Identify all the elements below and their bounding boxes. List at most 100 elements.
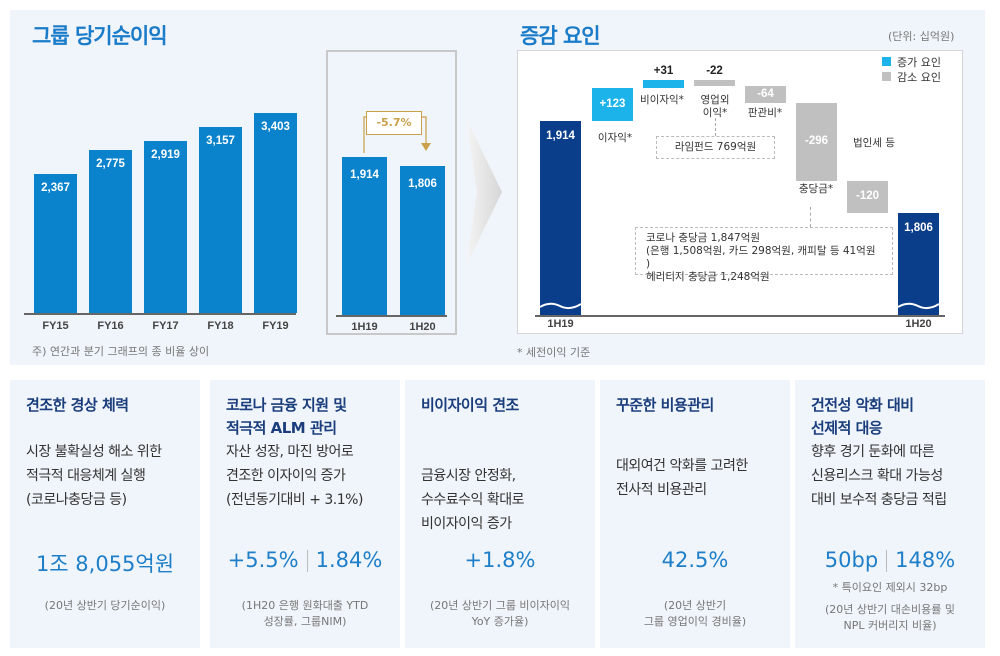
card-title-line: 적극적 ALM 관리 bbox=[226, 419, 337, 437]
card-footnote: (1H20 은행 원화대출 YTD 성장률, 그룹NIM) bbox=[210, 598, 400, 630]
card-body-line: 시장 불확실성 해소 위한 bbox=[26, 444, 162, 460]
card-body: 자산 성장, 마진 방어로 견조한 이자이익 증가 (전년동기대비 + 3.1%) bbox=[226, 440, 394, 512]
category-label: 판관비* bbox=[747, 107, 783, 119]
bar-value-label: +123 bbox=[599, 97, 626, 110]
metric-value: +5.5% bbox=[227, 548, 299, 572]
callout-line: (은행 1,508억원, 카드 298억원, 캐피탈 등 41억원 ) bbox=[646, 245, 876, 270]
card-title: 비이자이익 견조 bbox=[421, 394, 519, 417]
card-metric: 1조 8,055억원 bbox=[10, 548, 200, 578]
card-title-line: 견조한 경상 체력 bbox=[26, 396, 129, 414]
bar-value-label: 2,919 bbox=[151, 149, 180, 162]
card-body-line: (코로나충당금 등) bbox=[26, 492, 127, 508]
card-body: 향후 경기 둔화에 따른 신용리스크 확대 가능성 대비 보수적 충당금 적립 bbox=[811, 440, 979, 512]
card-footnote-line: (20년 상반기 bbox=[663, 599, 727, 612]
bar bbox=[254, 113, 297, 313]
waterfall-bar bbox=[592, 88, 633, 121]
bar-value-label: 2,775 bbox=[96, 157, 125, 170]
card-footnote-line: NPL 커버리지 비율) bbox=[843, 619, 937, 632]
card-footnote: (20년 상반기 당기순이익) bbox=[10, 598, 200, 614]
x-tick-label: FY16 bbox=[97, 320, 124, 332]
x-tick-label: 1H20 bbox=[905, 318, 932, 330]
card-metric: 50bp 148% bbox=[795, 548, 985, 572]
card-body-line: 대외여건 악화를 고려한 bbox=[616, 458, 748, 474]
bar-value-label: 1,914 bbox=[350, 169, 379, 181]
card-footnote-line: (20년 상반기 대손비용률 및 bbox=[825, 603, 955, 616]
card-footnote-line: (20년 상반기 당기순이익) bbox=[44, 599, 166, 612]
card-footnote-line: (20년 상반기 그룹 비이자이익 bbox=[429, 599, 571, 612]
unit-label: (단위: 십억원) bbox=[888, 30, 955, 43]
card-body-line: 향후 경기 둔화에 따른 bbox=[811, 444, 935, 460]
bar bbox=[199, 127, 242, 313]
metric-value: 1조 8,055억원 bbox=[35, 552, 175, 576]
bar-value-label: 1,806 bbox=[408, 177, 437, 190]
summary-card: 꾸준한 비용관리 대외여건 악화를 고려한 전사적 비용관리 42.5% (20년 상반… bbox=[600, 380, 790, 648]
bar bbox=[144, 141, 187, 313]
bar-value-label: 1,914 bbox=[546, 130, 575, 142]
card-title-line: 선제적 대응 bbox=[811, 419, 883, 437]
bar-value-label: -296 bbox=[804, 135, 829, 148]
waterfall-footnote: * 세전이익 기준 bbox=[517, 346, 591, 359]
lime-fund-callout: 라임펀드 769억원 bbox=[656, 136, 775, 159]
axis-break-wave bbox=[539, 296, 582, 310]
card-body-line: 대비 보수적 충당금 적립 bbox=[811, 492, 947, 508]
legend-increase-swatch bbox=[882, 57, 891, 66]
card-title-line: 건전성 악화 대비 bbox=[811, 396, 914, 414]
category-label: 충당금* bbox=[798, 183, 834, 195]
category-label: 이자익* bbox=[597, 132, 633, 144]
metric-divider bbox=[306, 550, 308, 572]
callout-line: 헤리티지 충당금 1,248억원 bbox=[646, 271, 770, 283]
provision-callout: 코로나 충당금 1,847억원 (은행 1,508억원, 카드 298억원, 캐… bbox=[635, 227, 893, 283]
change-factors-title: 증감 요인 bbox=[520, 24, 601, 48]
callout-connector bbox=[810, 207, 811, 227]
bar-value-label: -22 bbox=[706, 65, 723, 78]
category-label: 법인세 등 bbox=[853, 137, 895, 149]
card-metric: +5.5% 1.84% bbox=[210, 548, 400, 572]
x-tick-label: 1H19 bbox=[351, 321, 378, 333]
legend-decrease-swatch bbox=[882, 72, 891, 81]
bar-value-label: -120 bbox=[855, 190, 880, 203]
bar-value-label: 3,403 bbox=[261, 121, 290, 133]
waterfall-bar bbox=[694, 80, 735, 87]
card-title-line: 비이자이익 견조 bbox=[421, 396, 519, 414]
x-tick-label: 1H20 bbox=[409, 321, 436, 333]
card-metric: +1.8% bbox=[405, 548, 595, 572]
annual-axis bbox=[24, 313, 296, 315]
half-year-box bbox=[326, 50, 457, 335]
card-footnote: (20년 상반기 그룹 비이자이익 YoY 증가율) bbox=[405, 598, 595, 630]
half-axis bbox=[336, 315, 447, 317]
bar-value-label: 3,157 bbox=[206, 135, 235, 148]
card-body: 금융시장 안정화, 수수료수익 확대로 비이자이익 증가 bbox=[421, 464, 589, 536]
card-title: 꾸준한 비용관리 bbox=[616, 394, 714, 417]
legend-decrease: 감소 요인 bbox=[897, 71, 941, 84]
card-note: * 특이요인 제외시 32bp bbox=[832, 581, 948, 594]
metric-value: 148% bbox=[895, 548, 956, 572]
bar bbox=[400, 165, 445, 315]
card-title: 견조한 경상 체력 bbox=[26, 394, 129, 417]
bar-value-label: 2,367 bbox=[41, 181, 70, 194]
waterfall-axis bbox=[535, 315, 945, 317]
metric-value: 1.84% bbox=[315, 548, 383, 572]
bar bbox=[34, 173, 77, 313]
change-label: -5.7% bbox=[366, 111, 422, 135]
metric-divider bbox=[886, 550, 888, 572]
callout-line: 코로나 충당금 1,847억원 bbox=[646, 232, 761, 244]
card-body-line: (전년동기대비 + 3.1%) bbox=[226, 492, 363, 508]
waterfall-bar bbox=[847, 181, 888, 214]
card-footnote-line: YoY 증가율) bbox=[471, 615, 529, 628]
down-arrow-icon bbox=[421, 143, 431, 151]
x-tick-label: FY17 bbox=[152, 320, 179, 332]
card-footnote-line: 그룹 영업이익 경비율) bbox=[643, 615, 747, 628]
category-label: 비이자익* bbox=[640, 94, 684, 106]
x-tick-label: FY18 bbox=[207, 320, 234, 332]
x-tick-label: FY19 bbox=[262, 320, 289, 332]
category-label: 영업외 이익* bbox=[700, 94, 730, 119]
card-body-line: 금융시장 안정화, bbox=[421, 468, 516, 484]
card-title-line: 코로나 금융 지원 및 bbox=[226, 396, 347, 414]
legend-increase: 증가 요인 bbox=[897, 56, 941, 69]
summary-card: 견조한 경상 체력 시장 불확실성 해소 위한 적극적 대응체계 실행 (코로나충당금… bbox=[10, 380, 200, 648]
bar-value-label: -64 bbox=[757, 87, 774, 100]
